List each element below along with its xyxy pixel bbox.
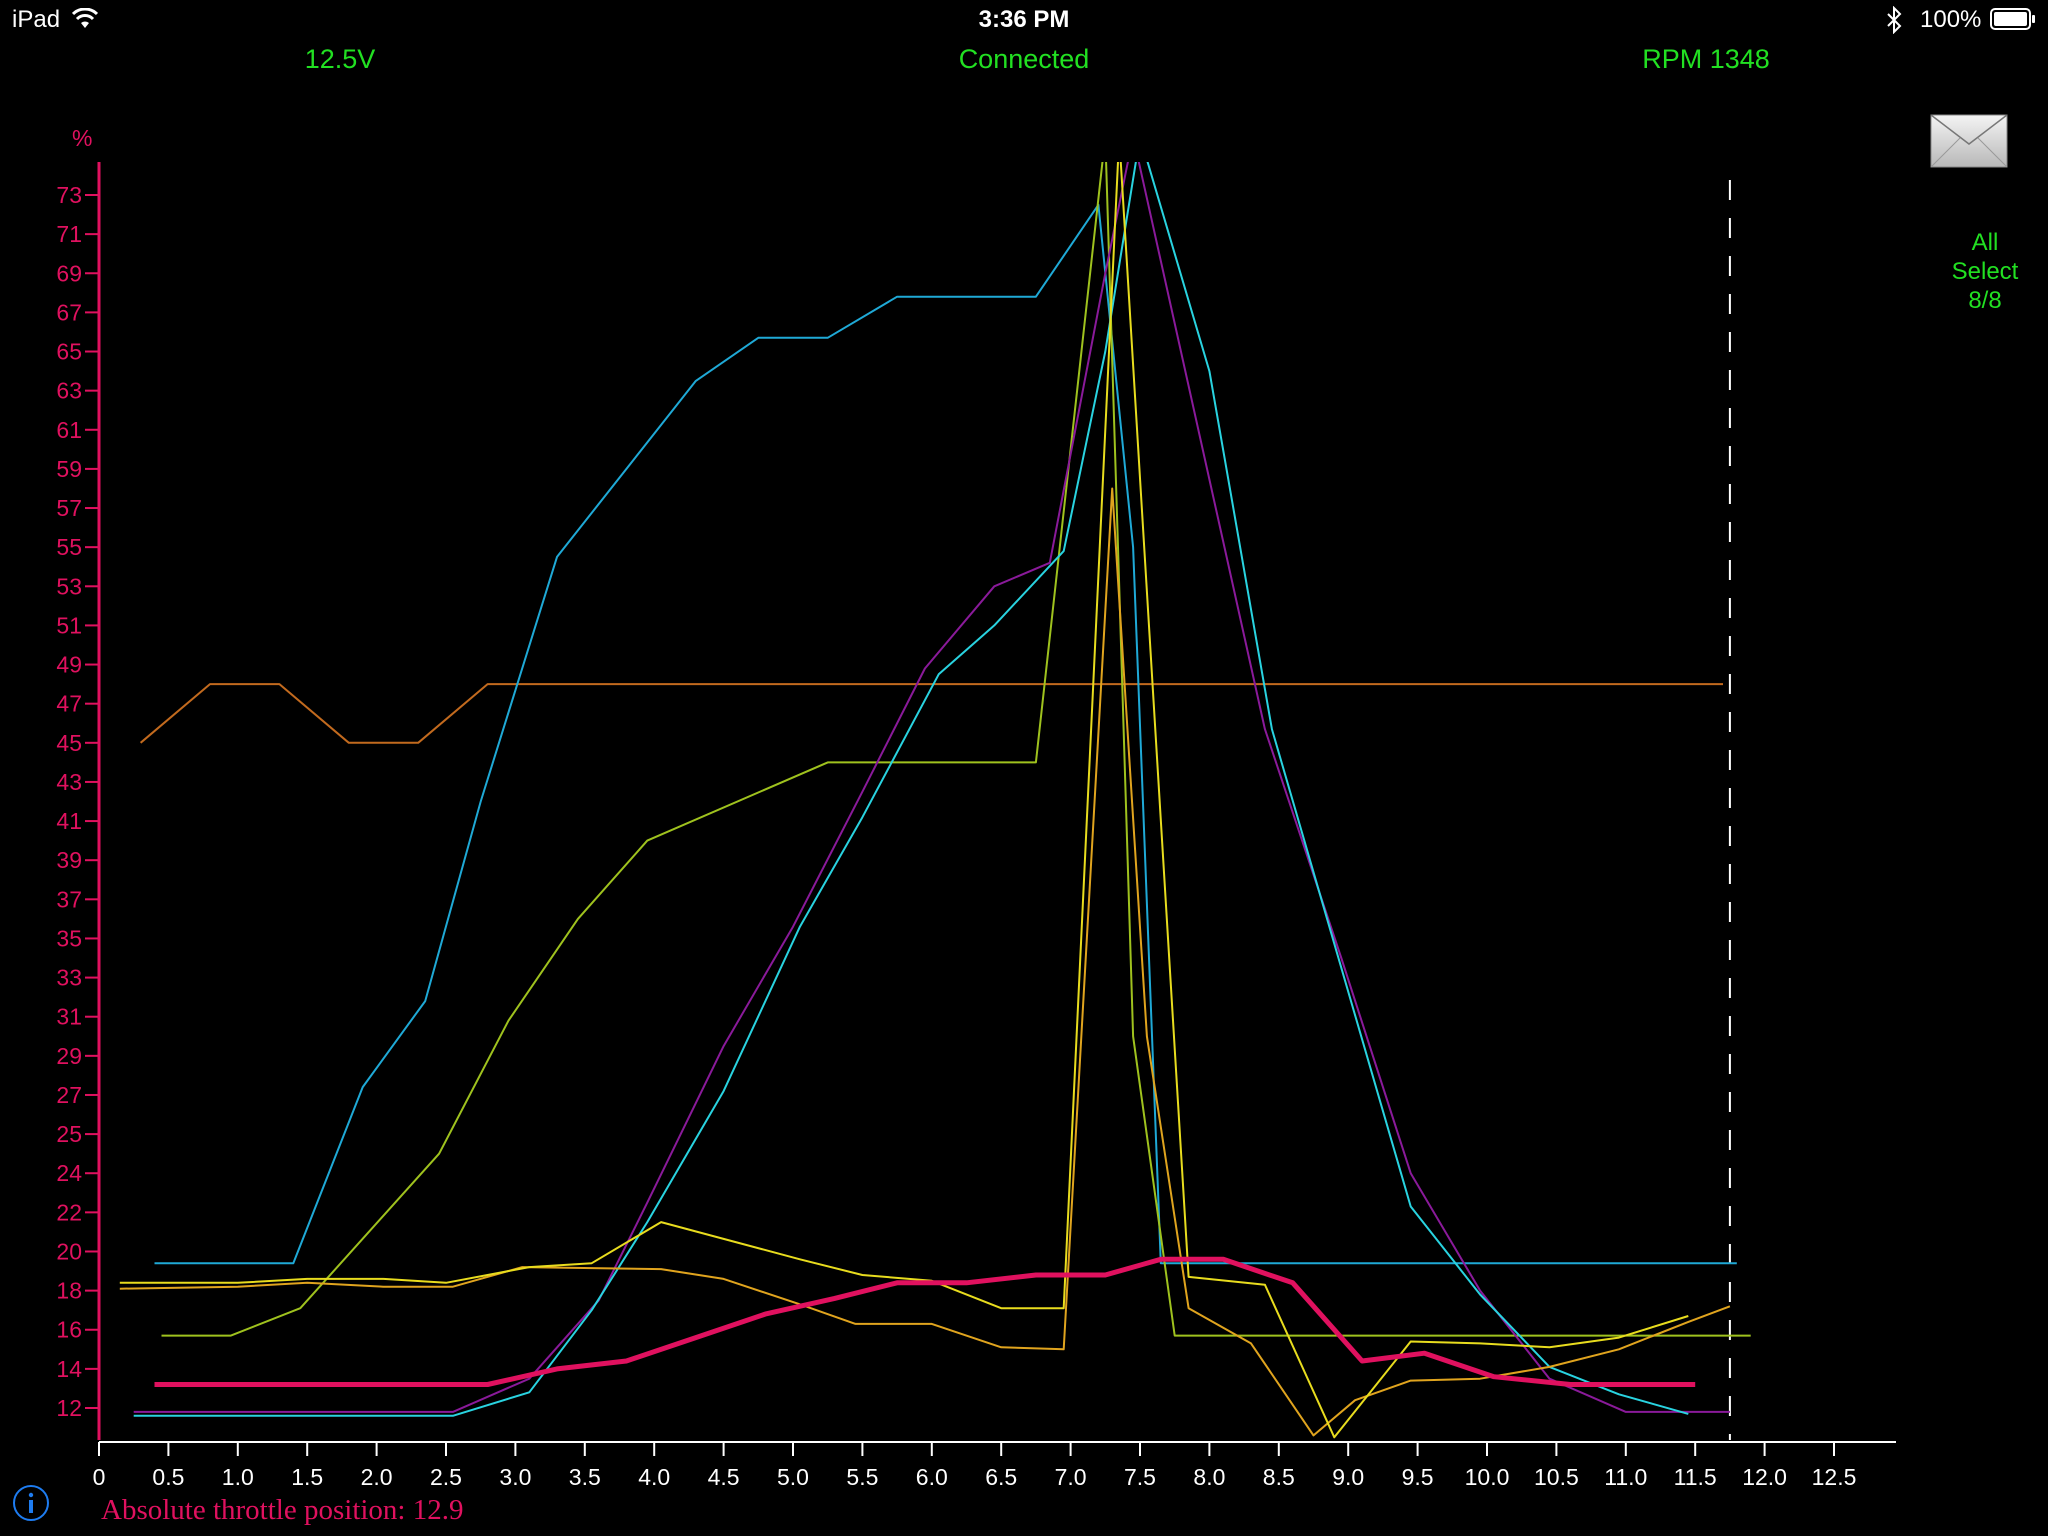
series-line-1[interactable] [139,683,1723,744]
y-tick-label: 35 [56,925,82,951]
series-line-4[interactable] [133,136,1730,1413]
x-tick-label: 10.5 [1534,1464,1579,1490]
battery-percentage: 100% [1920,6,1982,33]
x-tick-label: 7.0 [1055,1464,1087,1490]
x-tick-label: 2.5 [430,1464,462,1490]
select-line-2: Select [1951,258,2019,285]
axes: 12 14 16 18 20 22 24 25 27 29 31 33 35 37 39 41 43 45 47 49… [56,162,1896,1490]
y-tick-label: 12 [56,1395,82,1421]
x-tick-label: 1.0 [222,1464,254,1490]
x-tick-label: 5.5 [846,1464,878,1490]
x-tick-label: 11.0 [1604,1464,1647,1490]
device-name: iPad [12,6,61,33]
y-tick-label: 16 [56,1317,82,1343]
y-tick-label: 39 [56,847,82,873]
y-tick-label: 69 [56,260,82,286]
y-tick-label: 61 [56,417,82,443]
y-tick-label: 20 [56,1238,82,1264]
y-tick-label: 45 [56,730,82,756]
series-line-3[interactable] [161,136,1751,1337]
y-tick-label: 24 [56,1160,82,1186]
y-tick-label: 14 [56,1356,82,1382]
rpm-readout: RPM 1348 [1642,44,1770,74]
series-line-7[interactable] [119,136,1689,1439]
y-tick-label: 31 [56,1004,82,1030]
x-tick-label: 4.5 [708,1464,740,1490]
x-tick-label: 4.0 [638,1464,670,1490]
clock: 3:36 PM [978,6,1070,33]
info-icon[interactable] [12,1484,50,1522]
x-tick-label: 8.0 [1193,1464,1225,1490]
series-line-6[interactable] [119,487,1731,1437]
y-tick-label: 41 [56,808,82,834]
select-line-3: 8/8 [1968,287,2002,314]
wifi-icon [72,8,98,28]
y-axis-label: % [72,125,92,151]
x-tick-label: 9.0 [1332,1464,1364,1490]
x-tick-label: 6.5 [985,1464,1017,1490]
mail-icon[interactable] [1930,114,2008,168]
y-tick-label: 29 [56,1043,82,1069]
x-tick-label: 12.5 [1812,1464,1857,1490]
series-line-8[interactable] [154,1256,1696,1387]
connection-status: Connected [958,44,1090,74]
y-tick-label: 37 [56,886,82,912]
select-all-button[interactable]: All Select 8/8 [1930,228,2040,315]
bluetooth-icon [1887,6,1902,34]
x-tick-label: 7.5 [1124,1464,1156,1490]
x-tick-label: 9.5 [1402,1464,1434,1490]
x-tick-label: 3.5 [569,1464,601,1490]
voltage-readout: 12.5V [304,44,376,74]
y-tick-label: 27 [56,1082,82,1108]
x-tick-label: 6.0 [916,1464,948,1490]
series-line-2[interactable] [154,203,1737,1265]
x-tick-label: 11.5 [1674,1464,1717,1490]
x-tick-label: 2.0 [361,1464,393,1490]
y-tick-label: 57 [56,495,82,521]
y-tick-label: 22 [56,1199,82,1225]
x-tick-label: 0.5 [152,1464,184,1490]
y-tick-label: 55 [56,534,82,560]
y-tick-label: 25 [56,1121,82,1147]
battery-icon [1990,8,2035,30]
series-group [119,136,1751,1439]
series-line-5[interactable] [133,136,1689,1417]
x-tick-label: 1.5 [291,1464,323,1490]
y-tick-label: 47 [56,691,82,717]
y-tick-label: 49 [56,652,82,678]
select-line-1: All [1971,229,1999,256]
x-tick-label: 12.0 [1742,1464,1787,1490]
x-tick-label: 10.0 [1465,1464,1510,1490]
x-tick-label: 5.0 [777,1464,809,1490]
y-tick-label: 59 [56,456,82,482]
y-tick-label: 73 [56,182,82,208]
y-tick-label: 43 [56,769,82,795]
y-tick-label: 63 [56,378,82,404]
y-tick-label: 18 [56,1278,82,1304]
y-tick-label: 33 [56,965,82,991]
y-tick-label: 65 [56,339,82,365]
y-tick-label: 71 [56,221,82,247]
status-bar: iPad 3:36 PM 100% [0,0,2048,40]
selected-sensor-readout: Absolute throttle position: 12.9 [101,1494,464,1526]
y-tick-label: 53 [56,573,82,599]
x-tick-label: 8.5 [1263,1464,1295,1490]
y-tick-label: 67 [56,299,82,325]
x-tick-label: 0 [93,1464,106,1490]
y-tick-label: 51 [56,612,82,638]
x-tick-label: 3.0 [499,1464,531,1490]
